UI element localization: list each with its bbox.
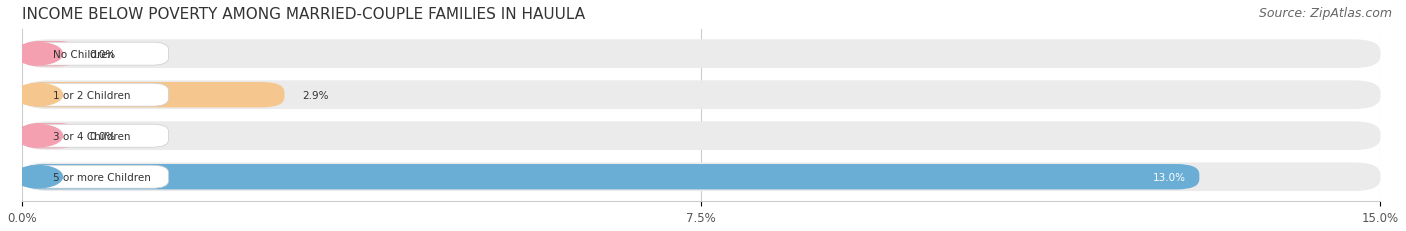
Text: INCOME BELOW POVERTY AMONG MARRIED-COUPLE FAMILIES IN HAUULA: INCOME BELOW POVERTY AMONG MARRIED-COUPL… — [21, 7, 585, 22]
Circle shape — [14, 166, 62, 188]
FancyBboxPatch shape — [21, 81, 1381, 109]
FancyBboxPatch shape — [21, 40, 1381, 69]
Text: Source: ZipAtlas.com: Source: ZipAtlas.com — [1258, 7, 1392, 20]
Text: 1 or 2 Children: 1 or 2 Children — [53, 90, 131, 100]
Text: No Children: No Children — [53, 49, 114, 59]
Text: 5 or more Children: 5 or more Children — [53, 172, 152, 182]
Circle shape — [14, 43, 62, 65]
FancyBboxPatch shape — [24, 43, 169, 66]
FancyBboxPatch shape — [21, 123, 76, 149]
Text: 13.0%: 13.0% — [1153, 172, 1185, 182]
FancyBboxPatch shape — [24, 125, 169, 148]
FancyBboxPatch shape — [24, 84, 169, 107]
Text: 0.0%: 0.0% — [90, 49, 115, 59]
FancyBboxPatch shape — [21, 122, 1381, 150]
Circle shape — [14, 125, 62, 147]
Text: 2.9%: 2.9% — [302, 90, 329, 100]
FancyBboxPatch shape — [21, 42, 76, 67]
Circle shape — [14, 84, 62, 106]
Text: 3 or 4 Children: 3 or 4 Children — [53, 131, 131, 141]
FancyBboxPatch shape — [24, 166, 169, 188]
FancyBboxPatch shape — [21, 83, 284, 108]
FancyBboxPatch shape — [21, 163, 1381, 191]
FancyBboxPatch shape — [21, 164, 1199, 190]
Text: 0.0%: 0.0% — [90, 131, 115, 141]
